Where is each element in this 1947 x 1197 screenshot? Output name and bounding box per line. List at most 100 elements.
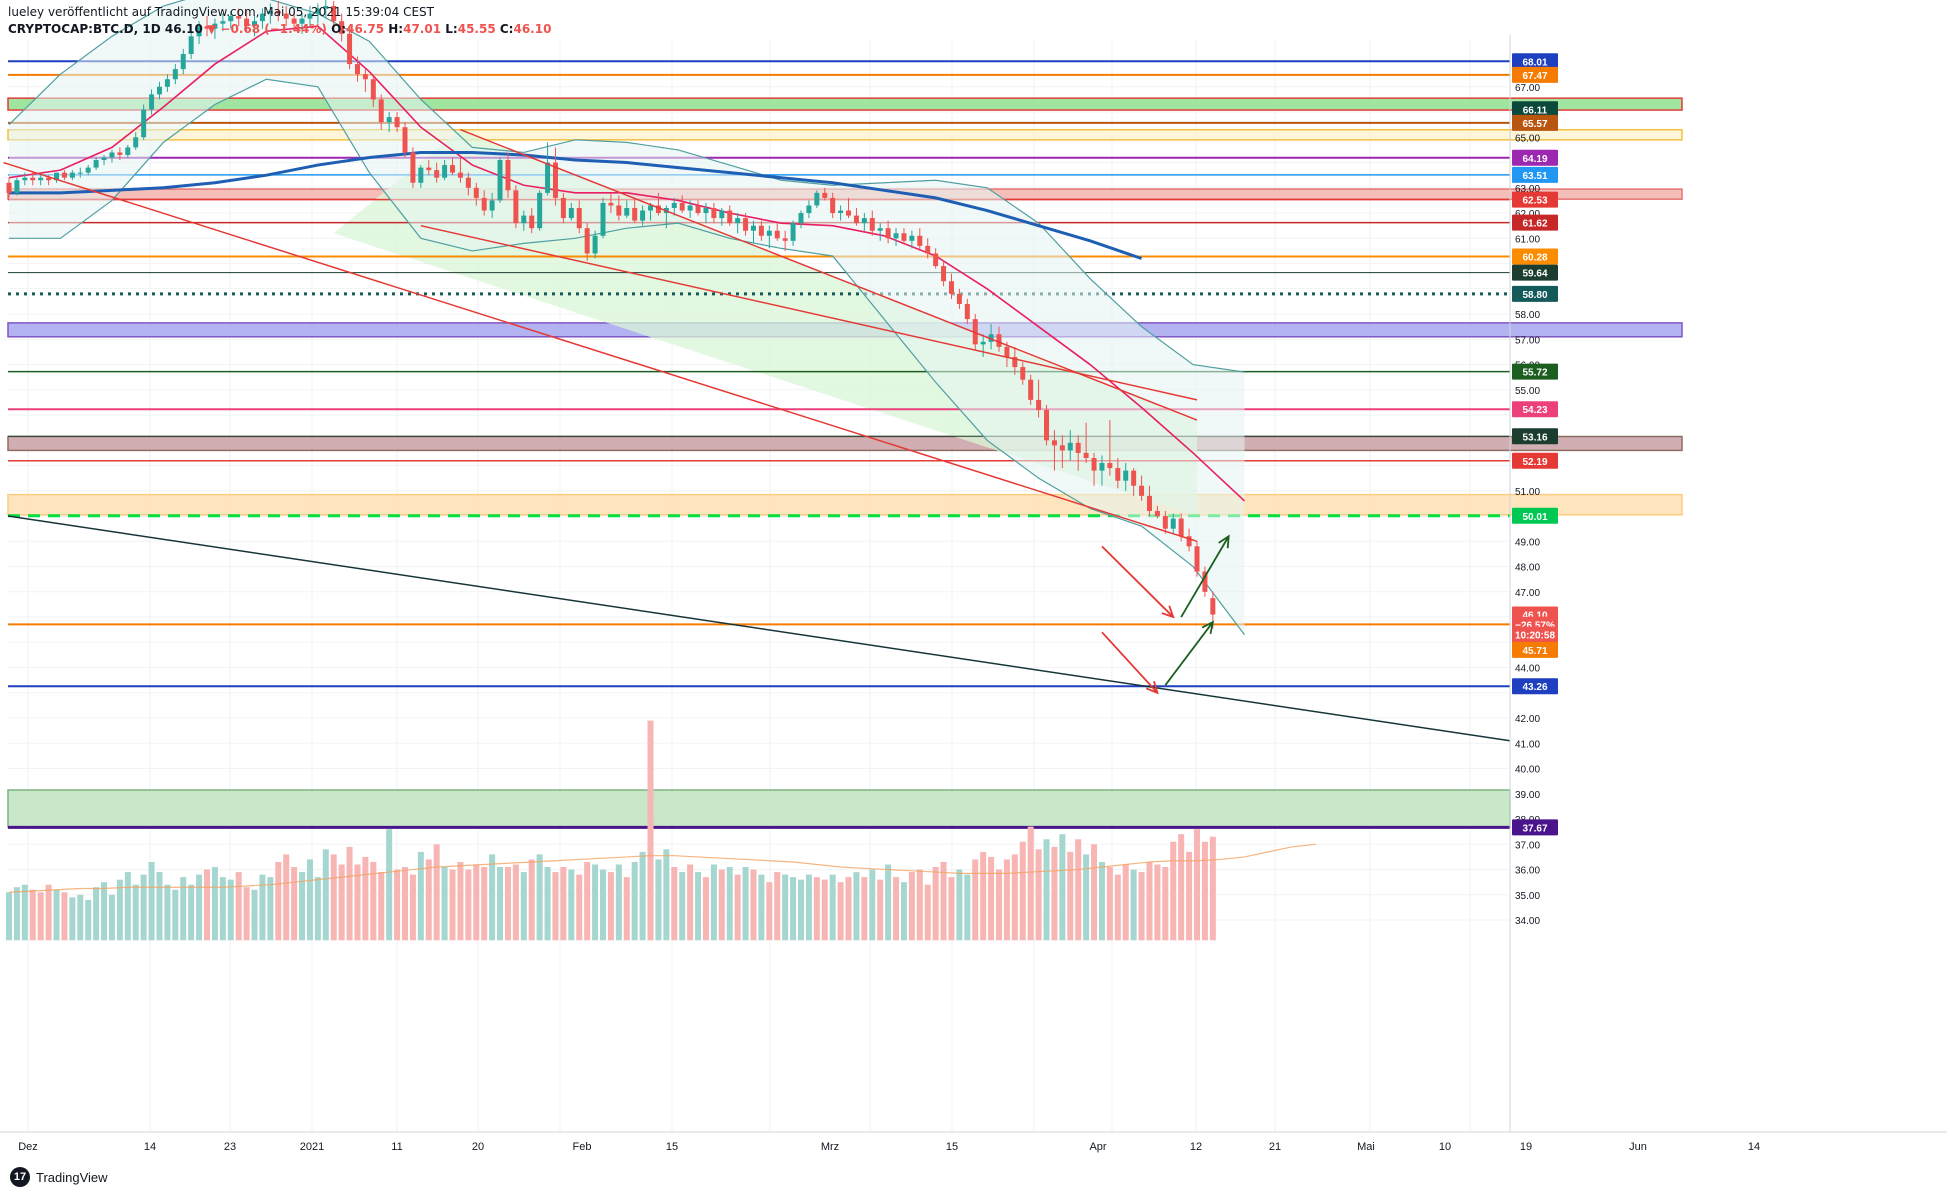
candle-body (941, 266, 947, 282)
time-tick: Jun (1629, 1141, 1647, 1153)
volume-bar (528, 859, 535, 941)
price-tag: 37.67 (1522, 823, 1547, 834)
candle-body (1186, 536, 1192, 547)
candle-body (394, 117, 400, 128)
open-value: 46.75 (346, 22, 385, 36)
price-tag-bg (1512, 114, 1558, 131)
price-tick: 34.00 (1515, 916, 1540, 927)
bollinger-band-fill (9, 0, 1245, 635)
price-tag: 45.71 (1522, 646, 1547, 657)
candle-body (640, 210, 646, 221)
candle-body (267, 11, 273, 14)
price-tag: 53.16 (1522, 432, 1547, 443)
candle-body (1162, 516, 1168, 529)
volume-bar (600, 869, 606, 941)
price-tag: 43.26 (1522, 682, 1547, 693)
candle-body (331, 6, 337, 22)
volume-bar (639, 851, 646, 941)
volume-bar (37, 892, 44, 941)
candle-body (521, 215, 527, 224)
arrow-head (1201, 620, 1215, 635)
candle-body (30, 177, 36, 181)
volume-bar (837, 882, 844, 941)
price-tag-bg (1512, 363, 1558, 380)
candle-body (402, 127, 408, 153)
time-tick: 21 (1269, 1141, 1281, 1153)
open-label: O: (331, 22, 347, 36)
candle-body (434, 170, 440, 178)
volume-bar (916, 869, 923, 941)
volume-bar (116, 879, 123, 941)
volume-bar (972, 859, 979, 941)
candle-body (711, 208, 717, 219)
volume-bar (227, 879, 234, 941)
candle-body (671, 202, 677, 209)
volume-bar (623, 877, 630, 941)
candle-body (180, 53, 186, 70)
volume-bar (1003, 859, 1010, 941)
candle-body (481, 197, 487, 211)
candle-body (418, 167, 424, 183)
candle-body (275, 11, 281, 14)
volume-bar (180, 877, 187, 941)
price-tag: 50.01 (1522, 512, 1547, 523)
zone-6 (7, 789, 1511, 829)
candle-body (1036, 399, 1042, 411)
volume-bar (196, 874, 203, 941)
price-tick: 42.00 (1515, 714, 1540, 725)
volume-bar (164, 884, 171, 941)
volume-bar (1178, 834, 1185, 941)
volume-bar (710, 864, 717, 941)
price-change: −0.68 (−1.44%) (220, 22, 327, 36)
footer: 17 TradingView (0, 1157, 1947, 1197)
price-tag: 68.01 (1522, 57, 1547, 68)
price-tag-bg (1512, 285, 1558, 302)
candle-body (798, 213, 804, 224)
candle-body (236, 16, 242, 19)
candle-body (988, 334, 994, 342)
volume-bar (702, 877, 709, 941)
volume-bar (520, 872, 527, 941)
candle-body (1131, 470, 1137, 486)
volume-bar (172, 889, 179, 941)
zone-0 (7, 97, 1683, 111)
candle-body (362, 74, 368, 80)
time-tick: 15 (946, 1141, 958, 1153)
time-tick: 20 (472, 1141, 484, 1153)
volume-bar (766, 882, 773, 941)
volume-bar (956, 869, 963, 941)
price-tick: 48.00 (1515, 563, 1540, 574)
zone-5 (7, 493, 1683, 516)
channel-lower-line (3, 161, 1198, 543)
price-tag: 62.53 (1522, 196, 1547, 207)
price-tag: 66.11 (1523, 105, 1548, 116)
price-tick: 51.00 (1515, 487, 1540, 498)
volume-bar (908, 872, 915, 941)
candle-body (54, 172, 60, 181)
volume-bar (77, 894, 84, 941)
price-tick: 55.00 (1515, 386, 1540, 397)
volume-bar (314, 877, 321, 941)
candle-body (473, 187, 479, 198)
volume-bar (615, 864, 622, 941)
symbol-label[interactable]: CRYPTOCAP:BTC.D, 1D (8, 22, 161, 36)
volume-bar (101, 882, 108, 941)
volume-bar (544, 867, 551, 941)
price-tag: 60.28 (1522, 252, 1547, 263)
tradingview-icon: 17 (10, 1167, 30, 1187)
arrow-line (1180, 535, 1230, 618)
volume-bar (338, 864, 345, 941)
volume-bar (93, 887, 100, 941)
volume-bar (932, 867, 939, 941)
candle-body (719, 210, 725, 219)
volume-bar (283, 854, 290, 941)
candle-body (750, 225, 756, 231)
candle-body (838, 210, 844, 214)
volume-bar (774, 872, 781, 941)
tradingview-logo[interactable]: 17 TradingView (10, 1167, 108, 1187)
ma-blue-line (9, 150, 1143, 260)
volume-bar (671, 867, 678, 941)
price-tag-bg (1512, 452, 1558, 469)
volume-bar (275, 861, 282, 941)
